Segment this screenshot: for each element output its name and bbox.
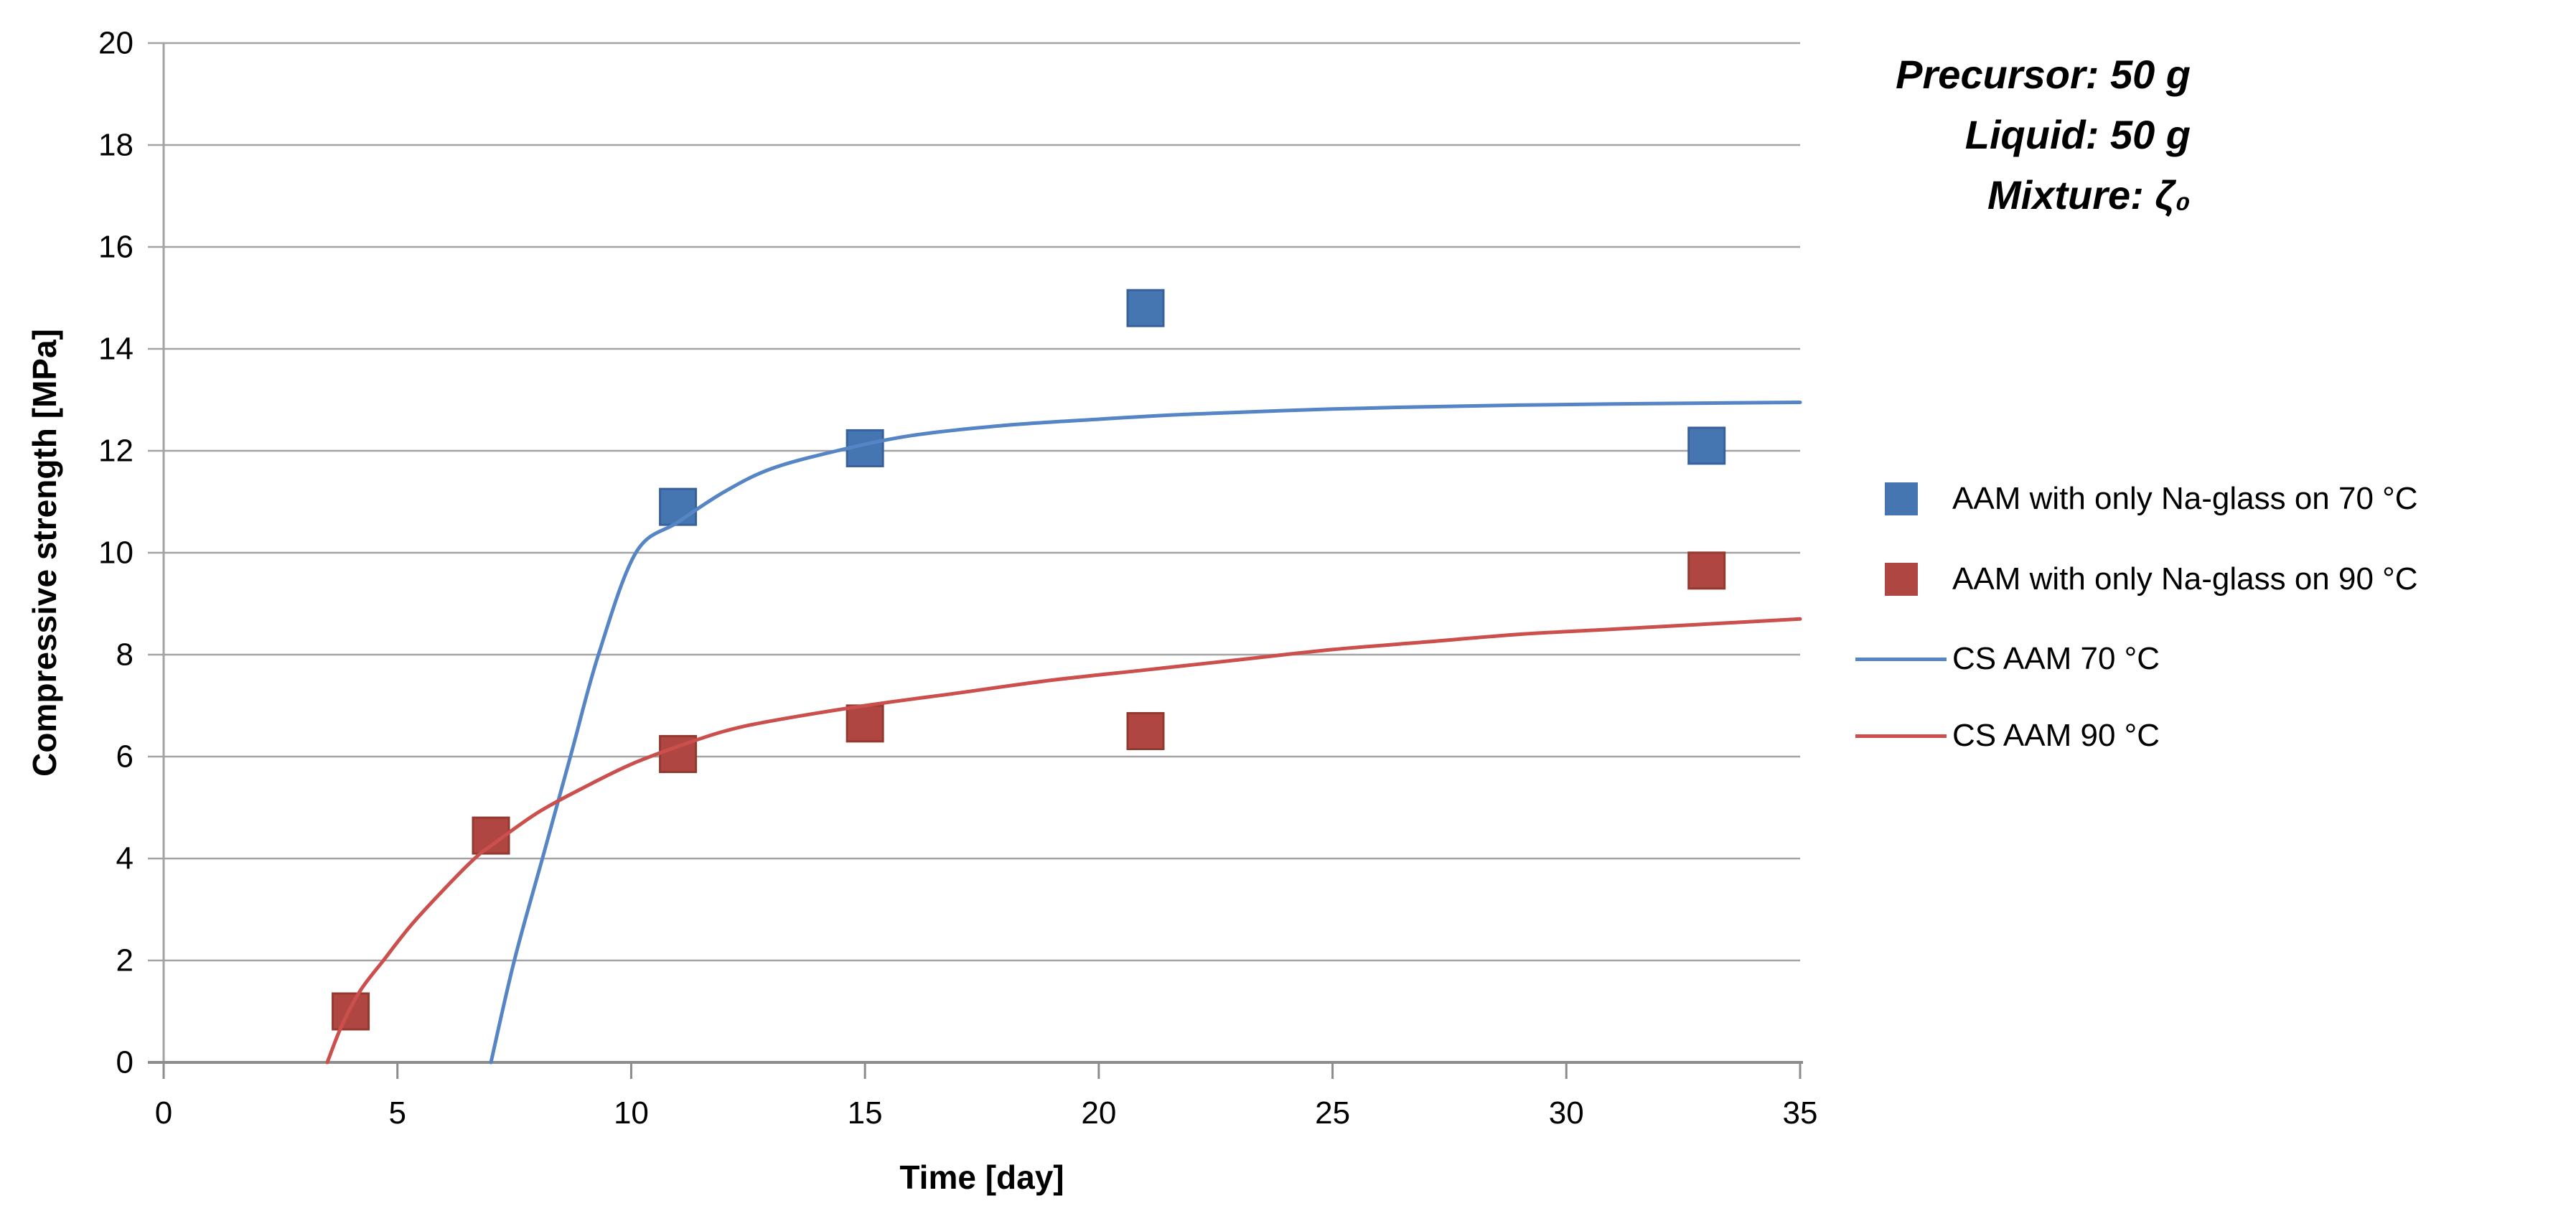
x-tick-label: 25 bbox=[1315, 1095, 1350, 1131]
series-marker-1 bbox=[846, 704, 884, 743]
series-marker-1 bbox=[1126, 712, 1165, 750]
y-tick-label: 4 bbox=[116, 841, 134, 876]
series-marker-1 bbox=[1687, 551, 1726, 590]
legend-item-scatter-70: AAM with only Na-glass on 70 °C bbox=[1855, 481, 2418, 516]
mixture-annotation: Precursor: 50 g Liquid: 50 g Mixture: ζ₀ bbox=[1896, 45, 2191, 225]
y-tick-label: 2 bbox=[116, 943, 134, 978]
legend-line-90-icon bbox=[1855, 734, 1947, 738]
legend-label-scatter-70: AAM with only Na-glass on 70 °C bbox=[1952, 481, 2418, 516]
annotation-line-mixture: Mixture: ζ₀ bbox=[1987, 172, 2191, 218]
annotation-line-precursor: Precursor: 50 g bbox=[1896, 52, 2191, 97]
legend-label-curve-70: CS AAM 70 °C bbox=[1952, 641, 2160, 676]
x-tick-label: 0 bbox=[155, 1095, 172, 1131]
x-tick-label: 35 bbox=[1783, 1095, 1818, 1131]
y-tick-label: 6 bbox=[116, 739, 134, 775]
y-tick-label: 14 bbox=[98, 332, 134, 367]
y-axis-title: Compressive strength [MPa] bbox=[26, 329, 63, 777]
x-tick-label: 5 bbox=[388, 1095, 406, 1131]
y-tick-label: 0 bbox=[116, 1045, 134, 1080]
legend-line-70-icon bbox=[1855, 657, 1947, 661]
legend-label-curve-90: CS AAM 90 °C bbox=[1952, 718, 2160, 753]
x-tick-label: 20 bbox=[1081, 1095, 1116, 1131]
series-marker-0 bbox=[1126, 289, 1165, 327]
y-tick-label: 12 bbox=[98, 434, 134, 469]
annotation-line-liquid: Liquid: 50 g bbox=[1964, 112, 2191, 157]
x-tick-label: 30 bbox=[1549, 1095, 1584, 1131]
legend-item-scatter-90: AAM with only Na-glass on 90 °C bbox=[1855, 561, 2418, 597]
y-tick-label: 16 bbox=[98, 230, 134, 265]
series-curve-3 bbox=[325, 617, 1802, 1065]
series-marker-0 bbox=[1687, 426, 1726, 465]
x-tick-label: 15 bbox=[848, 1095, 883, 1131]
legend-item-curve-70: CS AAM 70 °C bbox=[1855, 641, 2160, 676]
y-tick-label: 18 bbox=[98, 128, 134, 163]
series-curve-2 bbox=[489, 401, 1802, 1065]
x-tick-label: 10 bbox=[614, 1095, 649, 1131]
legend-marker-70-icon bbox=[1884, 482, 1918, 515]
legend-label-scatter-90: AAM with only Na-glass on 90 °C bbox=[1952, 561, 2418, 597]
legend-marker-90-icon bbox=[1884, 563, 1918, 596]
y-tick-label: 8 bbox=[116, 637, 134, 673]
y-tick-label: 10 bbox=[98, 535, 134, 571]
series-marker-1 bbox=[332, 992, 370, 1031]
legend-item-curve-90: CS AAM 90 °C bbox=[1855, 718, 2160, 753]
y-tick-label: 20 bbox=[98, 26, 134, 61]
series-marker-0 bbox=[659, 487, 698, 526]
x-axis-title: Time [day] bbox=[899, 1159, 1064, 1196]
